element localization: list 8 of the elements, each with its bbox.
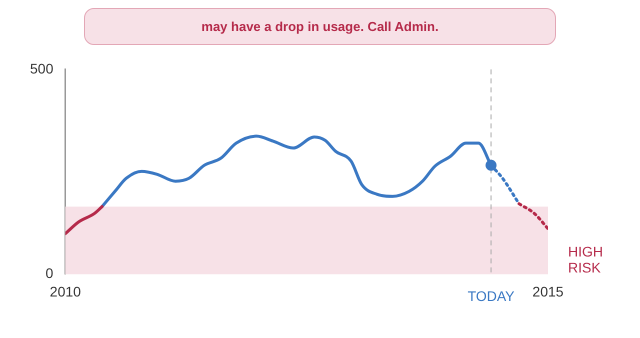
ref-line-label: TODAY	[468, 288, 516, 304]
y-tick-label: 500	[30, 60, 54, 76]
y-tick-label: 0	[46, 265, 54, 282]
chart-title: may have a drop in usage. Call Admin.	[84, 8, 556, 45]
x-tick-label: 2010	[50, 283, 82, 300]
line-series	[65, 205, 104, 236]
x-tick-label: 2015	[532, 283, 564, 300]
band-label: HIGH RISK	[568, 243, 603, 276]
